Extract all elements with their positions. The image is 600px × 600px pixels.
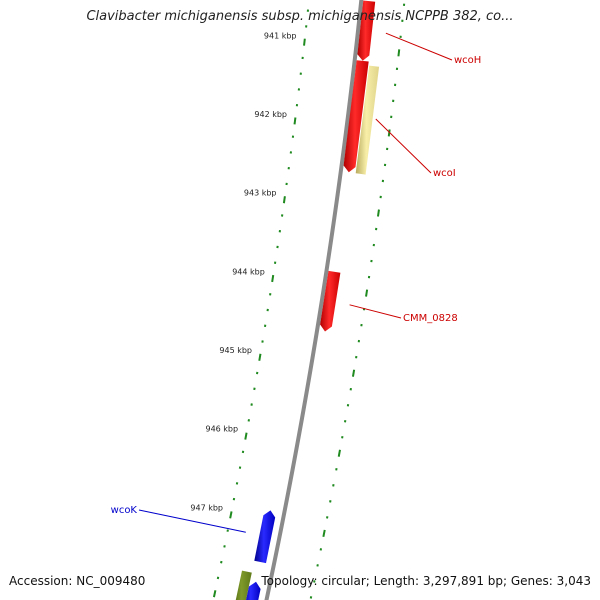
- map-title: Clavibacter michiganensis subsp. michiga…: [86, 9, 514, 24]
- gene-arrow-wcoI-feature: [355, 65, 380, 175]
- tick-label: 943 kbp: [244, 189, 277, 198]
- gene-label-CMM_0828: CMM_0828: [403, 313, 458, 324]
- topology-text: Topology: circular; Length: 3,297,891 bp…: [261, 574, 591, 588]
- label-leader-line: [375, 118, 432, 174]
- tick-label: 945 kbp: [219, 346, 252, 355]
- gene-arrow-blue-gene-bottom: [246, 581, 261, 600]
- major-tick: [244, 432, 248, 440]
- feature-layer: [235, 0, 380, 600]
- major-tick: [293, 117, 297, 125]
- label-layer: wcoH wcoI CMM_0828 wcoK: [111, 32, 481, 533]
- major-tick: [397, 49, 401, 57]
- gene-label-wcoH: wcoH: [454, 55, 481, 66]
- major-tick: [282, 196, 286, 204]
- label-leader-line: [385, 32, 453, 61]
- accession-text: Accession: NC_009480: [9, 574, 146, 588]
- major-tick: [351, 369, 356, 377]
- tick-label: 942 kbp: [254, 110, 287, 119]
- major-tick: [387, 129, 391, 137]
- major-tick: [337, 449, 341, 457]
- major-tick: [365, 289, 369, 297]
- major-tick: [271, 274, 275, 283]
- gene-arrow-wcoK: [254, 510, 276, 564]
- major-tick: [258, 353, 262, 361]
- gene-arrow-wcoH: [357, 0, 376, 61]
- tick-layer: 941 kbp 942 kbp 943 kbp 944 kbp 945 kbp 946 k…: [190, 3, 406, 599]
- genome-backbone: [264, 0, 364, 600]
- major-tick: [376, 209, 380, 217]
- label-leader-line: [349, 304, 402, 319]
- tick-label: 944 kbp: [232, 267, 265, 276]
- major-tick: [322, 529, 326, 537]
- major-tick: [303, 38, 306, 46]
- tick-label: 941 kbp: [264, 31, 297, 40]
- gene-arrow-CMM_0828: [320, 270, 341, 332]
- gene-label-wcoI: wcoI: [433, 168, 456, 179]
- tick-label: 947 kbp: [190, 503, 223, 512]
- major-tick: [212, 590, 217, 598]
- gene-arrow-olive-feature: [235, 570, 252, 600]
- tick-label: 946 kbp: [205, 425, 238, 434]
- major-tick: [229, 511, 233, 519]
- gene-arrow-wcoI: [343, 60, 369, 173]
- label-leader-line: [138, 509, 246, 533]
- gene-label-wcoK: wcoK: [111, 505, 138, 516]
